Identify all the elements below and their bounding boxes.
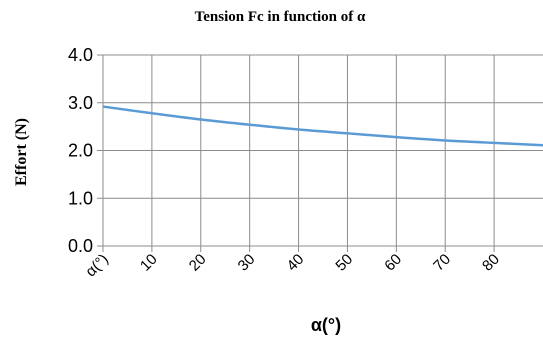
y-tick-label: 1.0 bbox=[68, 188, 93, 208]
x-tick-label: 10 bbox=[137, 251, 161, 275]
x-tick-label: 50 bbox=[332, 251, 356, 275]
y-axis-label: Effort (N) bbox=[13, 118, 30, 186]
x-tick-label: 30 bbox=[235, 251, 259, 275]
x-axis-label: α(°) bbox=[311, 315, 341, 335]
y-tick-label: 3.0 bbox=[68, 93, 93, 113]
y-tick-label: 2.0 bbox=[68, 141, 93, 161]
y-tick-label: 4.0 bbox=[68, 45, 93, 65]
x-tick-label: 60 bbox=[381, 251, 405, 275]
x-tick-label: 70 bbox=[430, 251, 454, 275]
x-tick-label: 80 bbox=[479, 251, 503, 275]
grid bbox=[103, 54, 543, 246]
series-line bbox=[102, 105, 543, 147]
x-tick-label: 20 bbox=[186, 251, 210, 275]
chart-title: Tension Fc in function of α bbox=[195, 9, 366, 25]
tick-labels: 0.01.02.03.04.0α(°) 10 20 30 40 50 60 70 80 bbox=[68, 45, 503, 280]
axes bbox=[97, 54, 543, 252]
x-tick-label: 40 bbox=[284, 251, 308, 275]
series bbox=[102, 105, 543, 147]
y-tick-label: 0.0 bbox=[68, 236, 93, 256]
